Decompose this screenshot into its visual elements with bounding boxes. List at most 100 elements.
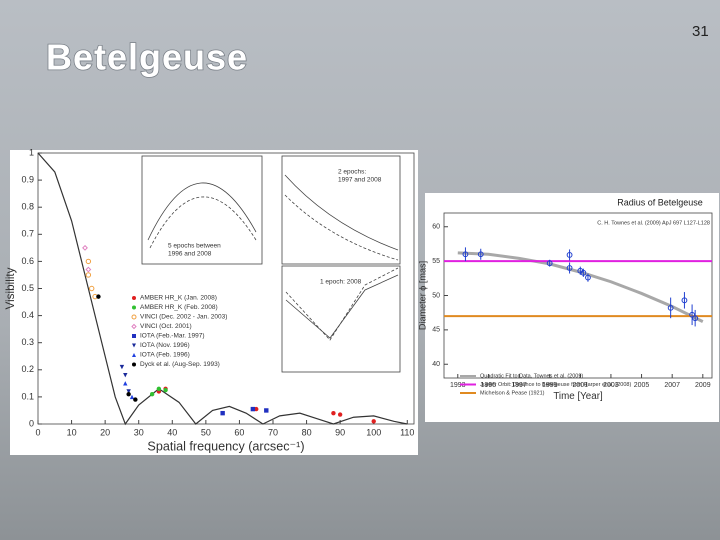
x-tick-label: 90 [335, 427, 345, 437]
y-tick-label: 0.7 [21, 229, 34, 239]
data-point [689, 311, 695, 318]
x-axis-label: Time [Year] [553, 391, 603, 402]
data-point [667, 304, 674, 311]
inset-frame [141, 155, 263, 265]
insets [141, 155, 401, 373]
left-figure [10, 150, 418, 455]
y-tick-label: 0.6 [21, 256, 34, 266]
x-tick-label: 1995 [481, 382, 497, 389]
marker [129, 394, 135, 400]
legend-label: VINCI (Dec. 2002 - Jan. 2003) [140, 314, 227, 321]
marker [331, 410, 336, 416]
marker [254, 406, 259, 412]
marker [371, 419, 376, 424]
x-tick-label: 50 [201, 427, 211, 437]
marker [132, 305, 136, 310]
data-point [462, 251, 469, 258]
marker [85, 258, 92, 265]
y-tick-label: 0.2 [21, 364, 34, 374]
x-tick-label: 30 [134, 427, 144, 437]
marker [96, 294, 101, 299]
inset-curve [147, 182, 257, 241]
x-tick-label: 100 [366, 427, 381, 437]
x-tick-label: 70 [268, 427, 278, 437]
marker [156, 386, 162, 391]
y-tick-label: 55 [432, 258, 440, 265]
x-tick-label: 2005 [634, 382, 650, 389]
data-point [546, 260, 553, 267]
x-tick-label: 40 [167, 427, 177, 437]
legend-label: Michelson & Pease (1921) [480, 390, 545, 396]
marker [133, 397, 138, 402]
marker [132, 334, 136, 338]
legend-label: AMBER HR_K (Jan. 2008) [140, 295, 217, 302]
x-tick-label: 2009 [695, 382, 711, 389]
chart-title: Radius of Betelgeuse [617, 197, 703, 207]
y-tick-label: 0.5 [21, 283, 34, 293]
slide-title: Betelgeuse [46, 37, 248, 78]
marker [123, 381, 128, 386]
marker [132, 362, 136, 367]
x-tick-label: 1999 [542, 382, 558, 389]
y-tick-label: 45 [432, 327, 440, 334]
y-axis-label: Visibility [4, 267, 17, 309]
inset-annotation: 1997 and 2008 [338, 177, 382, 184]
legend-label: IOTA (Feb.-Mar. 1997) [140, 333, 205, 340]
marker [85, 266, 92, 273]
y-tick-label: 60 [432, 224, 440, 231]
data-point [580, 269, 587, 276]
y-tick-label: 0.8 [21, 202, 34, 212]
marker [220, 410, 225, 416]
inset-frame [281, 265, 401, 373]
legend-label: Dyck et al. (Aug-Sep. 1993) [140, 361, 220, 368]
annotation: C. H. Townes et al. (2009) ApJ 697 L127-… [597, 220, 710, 226]
y-tick-label: 40 [432, 361, 440, 368]
y-tick-label: 0.9 [21, 174, 34, 184]
data-point [585, 274, 591, 281]
x-tick-label: 60 [234, 427, 244, 437]
legend-label: IOTA (Feb. 1996) [140, 352, 190, 359]
x-tick-label: 1997 [511, 382, 527, 389]
data-point [477, 251, 484, 258]
y-tick-label: 0.1 [21, 391, 34, 401]
marker [132, 353, 136, 357]
marker [131, 323, 137, 330]
marker [123, 373, 128, 378]
marker [126, 391, 131, 397]
data-point [566, 265, 573, 271]
legend-label: Quadratic Fit to Data, Townes et al. (20… [480, 373, 583, 379]
y-tick-label: 0.3 [21, 337, 34, 347]
marker [119, 364, 125, 370]
inset-curve [284, 194, 399, 261]
marker [132, 296, 136, 300]
inset-curve [284, 174, 399, 251]
inset-curve [285, 267, 399, 341]
x-tick-label: 20 [100, 427, 110, 437]
x-tick-label: 0 [35, 427, 40, 437]
marker [264, 408, 269, 413]
x-axis-label: Spatial frequency (arcsec⁻¹) [147, 440, 304, 454]
marker [126, 389, 131, 394]
legend-label: AMBER HR_K (Feb. 2008) [140, 304, 218, 311]
marker [89, 285, 95, 292]
legend-label: IOTA (Nov. 1996) [140, 342, 190, 349]
x-tick-label: 110 [400, 427, 414, 437]
page-number: 31 [692, 23, 709, 40]
y-tick-label: 0.4 [21, 310, 34, 320]
marker [131, 314, 137, 320]
x-tick-label: 2003 [603, 382, 619, 389]
y-tick-label: 1 [29, 147, 34, 157]
marker [132, 343, 136, 348]
data-point [681, 297, 688, 304]
y-axis-label: Diameter ϕ [mas] [417, 261, 427, 330]
marker [250, 406, 256, 412]
marker [163, 387, 168, 393]
marker [85, 272, 92, 278]
inset-annotation: 1996 and 2008 [168, 251, 212, 258]
x-tick-label: 2001 [573, 382, 589, 389]
x-tick-label: 10 [67, 427, 77, 437]
inset-annotation: 5 epochs between [168, 243, 221, 250]
marker [82, 244, 88, 251]
